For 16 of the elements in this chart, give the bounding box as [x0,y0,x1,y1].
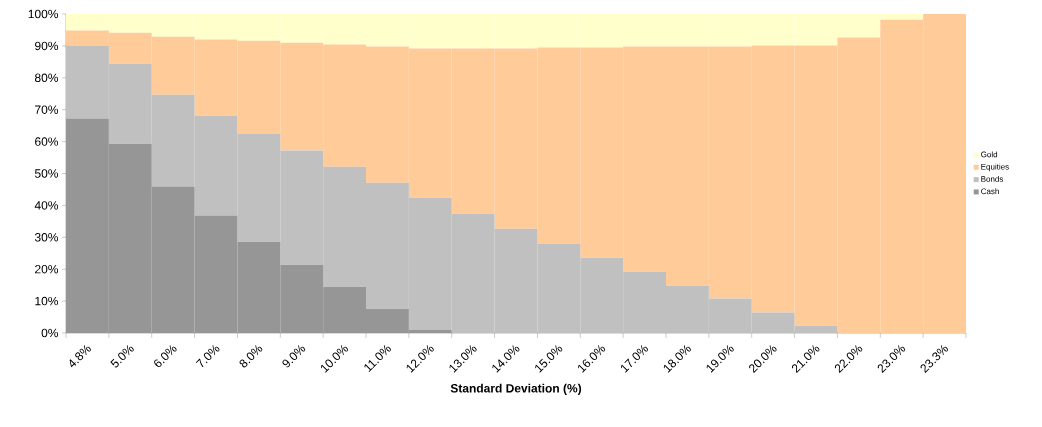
y-tick-label: 20% [35,264,59,274]
legend-label: Bonds [981,175,1004,182]
y-tick-label: 10% [35,296,59,306]
y-tick-label: 40% [34,201,59,210]
legend-label: Gold [981,151,998,158]
y-tick-label: 50% [34,169,59,178]
y-tick-label: 100% [28,9,59,19]
y-tick-label: 60% [35,137,59,146]
y-tick-label: 30% [34,233,59,242]
y-tick-label: 80% [34,73,59,83]
legend-label: Cash [981,188,999,195]
y-tick-label: 70% [35,105,59,114]
y-tick-label: 90% [35,41,59,51]
y-tick-label: 0% [41,328,59,338]
x-axis-title: Standard Deviation (%) [450,383,582,395]
legend-label: Equities [981,163,1009,172]
